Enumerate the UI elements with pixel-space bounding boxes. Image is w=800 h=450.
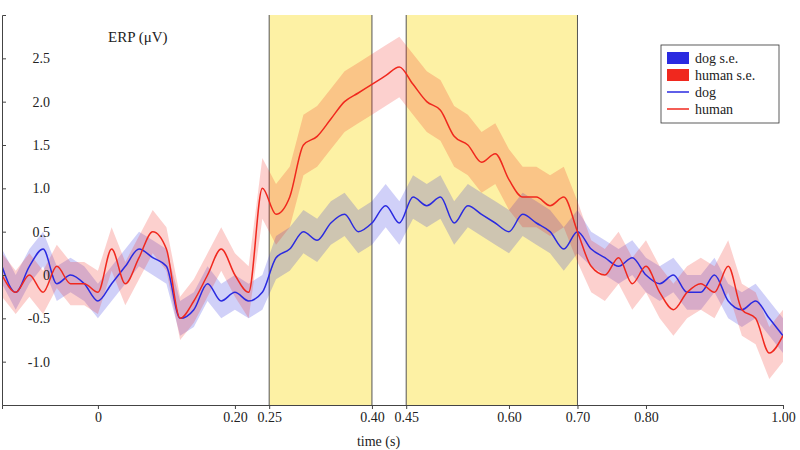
legend-label: human [695,102,733,117]
x-tick-mark [372,405,373,409]
x-tick: 0.60 [497,405,522,425]
y-tick-label: -1.0 [28,355,50,370]
plot-area [2,15,783,405]
x-tick-label: 0 [95,410,102,425]
y-axis: -1.0 -0.5 0 0.5 1.0 1.5 2.0 2.5 [2,16,50,406]
x-axis-title: time (s) [357,434,400,450]
legend-swatch [667,108,689,110]
x-tick-label: 1.00 [771,410,796,425]
y-tick-mark [2,188,6,189]
x-tick: 0.20 [223,405,248,425]
y-tick: 1.0 [2,181,50,196]
y-tick: 0.5 [2,225,50,240]
x-tick-mark [783,405,784,409]
y-tick-mark [2,318,6,319]
x-tick-label: 0.60 [497,410,522,425]
legend-swatch [667,52,689,64]
y-tick: 0 [2,268,50,283]
x-tick-label: 0.45 [394,410,419,425]
legend: dog s.e. human s.e. dog human [661,45,779,123]
x-tick: 0 [95,405,102,425]
se-band [2,37,783,379]
y-tick-label: 2.0 [33,95,51,110]
x-axis-line [3,406,784,410]
x-tick: 0.45 [394,405,419,425]
y-tick-label: 1.0 [33,181,51,196]
x-tick: 0.25 [257,405,282,425]
y-tick-mark [2,275,6,276]
y-axis-line [3,16,7,406]
y-tick-label: 0 [43,268,50,283]
x-tick-mark [269,405,270,409]
y-tick-mark [2,102,6,103]
y-tick-label: -0.5 [28,311,50,326]
legend-label: dog [695,85,716,100]
x-tick: 0.80 [634,405,659,425]
x-tick: 0.40 [360,405,385,425]
y-tick: -0.5 [2,311,50,326]
x-tick-label: 0.40 [360,410,385,425]
y-tick-mark [2,362,6,363]
y-tick-mark [2,232,6,233]
x-tick-label: 0.80 [634,410,659,425]
legend-label: dog s.e. [695,51,738,66]
y-tick-label: 0.5 [33,225,51,240]
y-tick: 1.5 [2,138,50,153]
y-tick-mark [2,145,6,146]
chart: 00.200.250.400.450.600.700.801.00-1.0-0.… [0,0,800,450]
x-tick-mark [235,405,236,409]
x-tick: 1.00 [771,405,796,425]
y-tick-label: 1.5 [33,138,51,153]
x-axis: 0 0.20 0.25 0.40 0.45 0.60 0.70 0.80 1.00 [3,405,796,425]
y-tick: 2.5 [2,51,50,66]
x-tick-mark [406,405,407,409]
y-tick: -1.0 [2,355,50,370]
x-tick: 0.70 [566,405,591,425]
legend-label: human s.e. [695,68,755,83]
x-tick-label: 0.70 [566,410,591,425]
y-tick-mark [2,58,6,59]
x-tick-label: 0.20 [223,410,248,425]
x-tick-mark [509,405,510,409]
x-tick-label: 0.25 [257,410,282,425]
x-tick-mark [98,405,99,409]
y-tick: 2.0 [2,95,50,110]
legend-box [661,45,779,123]
x-tick-mark [646,405,647,409]
y-axis-title: ERP (μV) [108,29,168,46]
legend-swatch [667,69,689,81]
y-tick-label: 2.5 [33,51,51,66]
legend-swatch [667,91,689,93]
x-tick-mark [577,405,578,409]
